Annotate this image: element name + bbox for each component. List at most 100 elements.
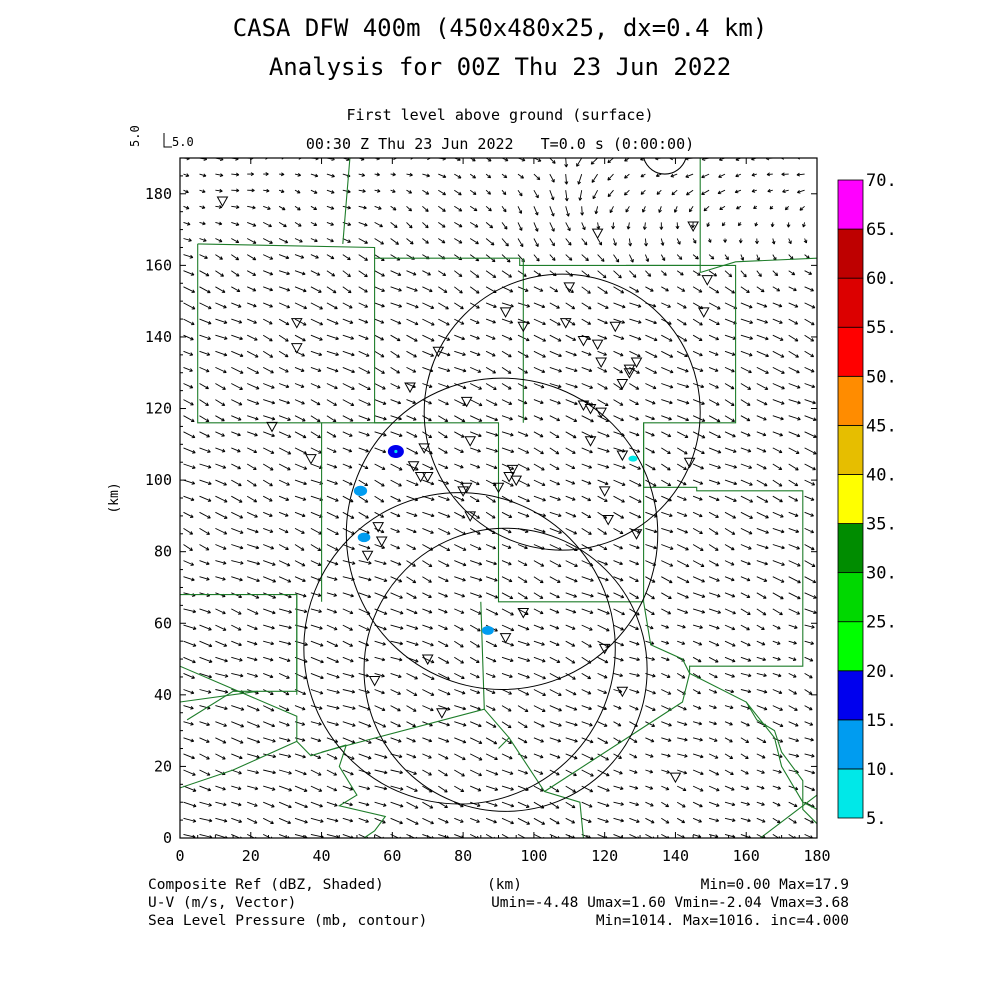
wind-vector	[278, 479, 290, 486]
wind-vector	[533, 705, 546, 712]
wind-vector	[247, 753, 260, 759]
station-marker	[494, 147, 504, 156]
wind-vector	[485, 689, 496, 695]
wind-vector	[310, 640, 324, 647]
wind-vector	[310, 801, 323, 808]
wind-vector	[485, 270, 497, 279]
vector-ref-side-label: 5.0	[172, 135, 194, 149]
station-marker	[499, 633, 512, 644]
wind-vector	[374, 270, 385, 277]
wind-vector	[756, 350, 769, 358]
wind-vector	[707, 238, 712, 243]
wind-vector	[454, 463, 464, 469]
wind-vector	[533, 270, 542, 277]
wind-vector	[597, 431, 610, 438]
wind-vector	[629, 431, 640, 437]
wind-vector	[183, 801, 197, 808]
wind-vector	[183, 544, 193, 551]
wind-vector	[422, 689, 435, 696]
wind-vector	[294, 431, 307, 439]
station-marker	[598, 486, 611, 497]
wind-vector	[628, 238, 633, 247]
county-line	[643, 422, 804, 674]
wind-vector	[422, 817, 434, 825]
wind-vector	[756, 656, 767, 662]
wind-vector	[183, 221, 191, 226]
wind-vector	[231, 350, 244, 358]
wind-vector	[592, 189, 598, 200]
x-tick-label: 120	[591, 847, 618, 865]
station-marker	[421, 472, 434, 483]
colorbar-swatch	[837, 179, 864, 230]
wind-vector	[422, 173, 431, 178]
wind-vector	[438, 205, 446, 212]
wind-vector	[581, 254, 589, 262]
wind-vector	[374, 172, 380, 177]
wind-vector	[624, 173, 630, 179]
wind-vector	[485, 415, 499, 422]
wind-vector	[756, 254, 761, 262]
wind-vector	[623, 189, 630, 196]
wind-vector	[501, 302, 514, 308]
wind-vector	[183, 383, 194, 389]
wind-vector	[597, 447, 610, 453]
wind-vector	[565, 705, 578, 711]
wind-vector	[390, 238, 400, 245]
wind-vector	[517, 817, 531, 825]
wind-vector	[262, 817, 274, 825]
wind-vector	[549, 753, 561, 759]
wind-vector	[708, 769, 720, 776]
wind-vector	[374, 431, 387, 437]
wind-vector	[661, 334, 673, 342]
wind-vector	[199, 576, 210, 581]
wind-vector	[485, 173, 492, 179]
wind-vector	[708, 737, 718, 742]
wind-vector	[390, 785, 404, 791]
station-marker	[584, 436, 597, 447]
wind-vector	[247, 383, 260, 390]
wind-vector	[517, 576, 528, 583]
wind-vector	[199, 721, 210, 727]
wind-vector	[406, 172, 413, 177]
wind-vector	[804, 624, 815, 629]
wind-vector	[629, 592, 639, 599]
wind-vector	[703, 205, 710, 212]
wind-vector	[470, 785, 482, 792]
wind-vector	[231, 447, 241, 453]
wind-vector	[549, 173, 555, 183]
wind-vector	[597, 785, 610, 792]
wind-vector	[756, 592, 767, 599]
wind-vector	[183, 318, 195, 326]
station-marker	[517, 321, 530, 333]
wind-vector	[454, 560, 467, 567]
wind-vector	[708, 624, 720, 630]
wind-vector	[470, 447, 481, 453]
wind-vector	[645, 286, 654, 292]
wind-vector	[183, 254, 194, 259]
wind-vector	[708, 495, 720, 502]
wind-vector	[247, 415, 259, 421]
wind-vector	[645, 334, 658, 342]
wind-vector	[231, 705, 245, 711]
wind-vector	[581, 801, 593, 808]
wind-vector	[358, 366, 371, 374]
wind-vector	[390, 689, 401, 695]
wind-vector	[183, 576, 195, 582]
wind-vector	[565, 447, 576, 454]
station-marker	[460, 482, 473, 494]
wind-vector	[231, 527, 244, 534]
wind-vector	[358, 254, 368, 261]
wind-vector	[607, 189, 614, 198]
wind-vector	[756, 608, 767, 616]
wind-vector	[406, 737, 416, 743]
wind-vector	[231, 205, 240, 209]
wind-vector	[326, 721, 339, 727]
wind-vector	[231, 334, 243, 341]
wind-vector	[294, 302, 308, 310]
wind-vector	[692, 801, 703, 808]
wind-vector	[581, 576, 594, 582]
radar-range-circle	[345, 377, 659, 691]
wind-vector	[629, 785, 639, 790]
wind-vector	[501, 189, 507, 196]
wind-vector	[565, 366, 578, 373]
